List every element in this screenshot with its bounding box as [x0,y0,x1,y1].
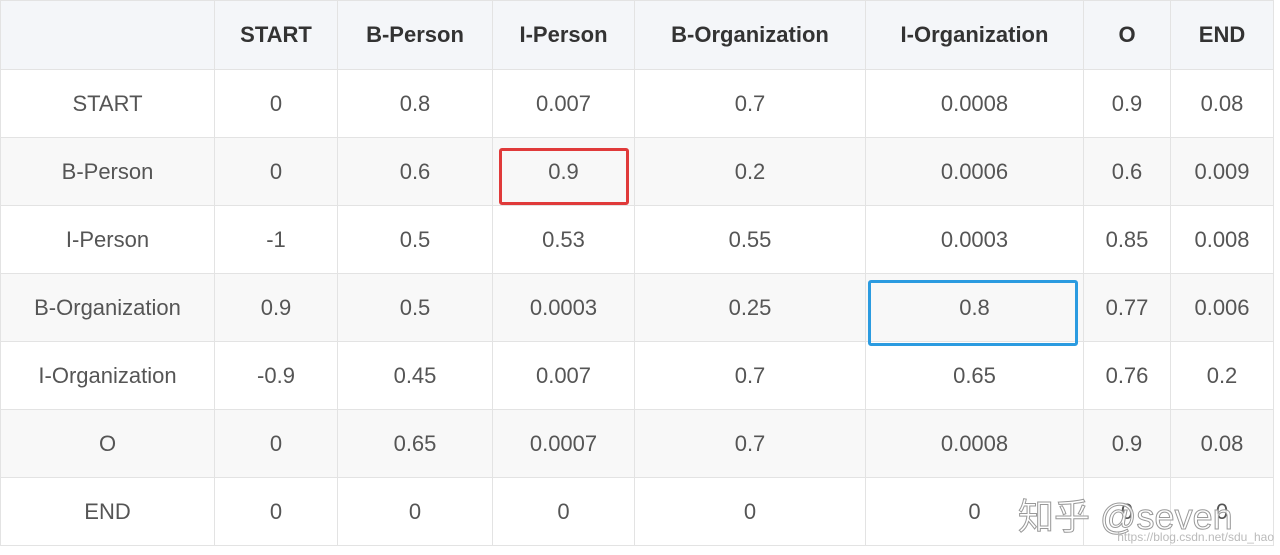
cell: 0.6 [337,137,493,206]
cell: 0.0008 [865,409,1084,478]
header-row: START B-Person I-Person B-Organization I-Org… [0,0,1274,70]
row-header: END [0,477,215,546]
column-header: I-Organization [865,0,1084,70]
table-row: START 0 0.8 0.007 0.7 0.0008 0.9 0.08 [0,69,1274,138]
row-header: B-Person [0,137,215,206]
cell: 0.007 [492,341,635,410]
cell: 0 [1170,477,1274,546]
row-header: I-Organization [0,341,215,410]
cell: -1 [214,205,338,274]
cell: 0.0007 [492,409,635,478]
cell: 0.7 [634,409,866,478]
cell: 0.0003 [865,205,1084,274]
cell: 0.55 [634,205,866,274]
table-row: O 0 0.65 0.0007 0.7 0.0008 0.9 0.08 [0,409,1274,478]
column-header: O [1083,0,1171,70]
column-header: B-Person [337,0,493,70]
table-row: END 0 0 0 0 0 0 0 [0,477,1274,546]
cell: 0.8 [865,273,1084,342]
cell: 0.76 [1083,341,1171,410]
cell: 0.65 [865,341,1084,410]
table-row: I-Person -1 0.5 0.53 0.55 0.0003 0.85 0.008 [0,205,1274,274]
row-header: START [0,69,215,138]
column-header: END [1170,0,1274,70]
cell: 0.08 [1170,69,1274,138]
watermark: 知乎 @seven [1018,496,1234,538]
cell: 0 [214,137,338,206]
highlight-red [499,148,629,205]
column-header [0,0,215,70]
cell: 0.2 [1170,341,1274,410]
row-header: B-Organization [0,273,215,342]
cell: 0.7 [634,341,866,410]
cell: 0 [865,477,1084,546]
cell: 0 [214,409,338,478]
cell: 0.7 [634,69,866,138]
cell: 0.008 [1170,205,1274,274]
cell: 0.9 [214,273,338,342]
cell: 0 [214,69,338,138]
cell: 0.85 [1083,205,1171,274]
cell: 0 [1083,477,1171,546]
table-body: START 0 0.8 0.007 0.7 0.0008 0.9 0.08 B-Person 0 0… [0,69,1274,546]
column-header: START [214,0,338,70]
transition-table: START B-Person I-Person B-Organization I-Org… [0,0,1274,546]
cell: 0.25 [634,273,866,342]
cell: 0.6 [1083,137,1171,206]
table-row: B-Person 0 0.6 0.9 0.2 0.0006 0.6 0.009 [0,137,1274,206]
cell: 0.5 [337,205,493,274]
table-row: B-Organization 0.9 0.5 0.0003 0.25 0.8 0.77 0.0… [0,273,1274,342]
column-header: I-Person [492,0,635,70]
cell: 0.009 [1170,137,1274,206]
cell: 0.0006 [865,137,1084,206]
cell: 0 [337,477,493,546]
cell: 0.0008 [865,69,1084,138]
column-header: B-Organization [634,0,866,70]
cell: 0.5 [337,273,493,342]
cell: 0.2 [634,137,866,206]
cell: 0.9 [1083,409,1171,478]
table-row: I-Organization -0.9 0.45 0.007 0.7 0.65 0.76 0.… [0,341,1274,410]
cell: 0.9 [1083,69,1171,138]
cell: -0.9 [214,341,338,410]
cell: 0.65 [337,409,493,478]
cell: 0.8 [337,69,493,138]
cell: 0.08 [1170,409,1274,478]
cell: 0.45 [337,341,493,410]
cell: 0 [214,477,338,546]
highlight-blue [868,280,1078,346]
row-header: O [0,409,215,478]
row-header: I-Person [0,205,215,274]
cell: 0.77 [1083,273,1171,342]
cell: 0.53 [492,205,635,274]
cell: 0.0003 [492,273,635,342]
watermark-url: https://blog.csdn.net/sdu_hao [1117,530,1274,544]
cell: 0 [492,477,635,546]
cell: 0.006 [1170,273,1274,342]
cell: 0 [634,477,866,546]
cell: 0.007 [492,69,635,138]
